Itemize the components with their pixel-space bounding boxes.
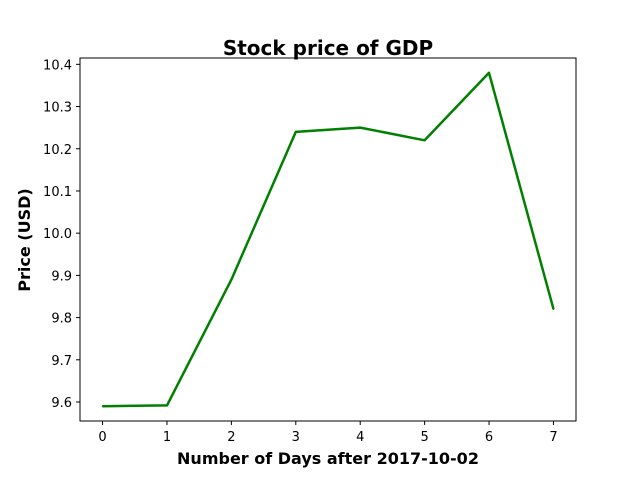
data-point [359,126,362,129]
y-axis: 9.6 9.7 9.8 9.9 10.0 10.1 10.2 10.3 10.4 [43,58,80,411]
data-point [488,71,490,74]
x-tick-label: 2 [227,430,235,445]
series-layer [101,71,555,408]
y-tick-label: 9.7 [51,354,72,369]
x-tick-label: 0 [98,430,106,445]
y-tick-label: 9.8 [51,312,72,327]
x-tick-label: 1 [163,430,171,445]
y-tick-label: 10.0 [43,227,72,242]
x-tick-label: 4 [356,430,364,445]
x-axis: 0 1 2 3 4 5 6 7 [98,421,558,445]
series-line [102,71,555,408]
data-point [166,404,168,407]
data-point [101,405,104,408]
y-tick-label: 10.2 [43,143,72,158]
x-tick-label: 5 [420,430,428,445]
plot-frame [79,57,577,422]
data-point [552,308,555,310]
x-axis-label: Number of Days after 2017-10-02 [177,449,479,468]
data-point [294,131,297,133]
data-point [423,139,426,142]
x-tick-label: 6 [485,430,493,445]
y-tick-label: 10.4 [43,58,72,73]
chart-title: Stock price of GDP [223,36,433,60]
y-tick-label: 9.9 [51,269,72,284]
y-tick-label: 10.1 [43,185,72,200]
y-tick-label: 9.6 [51,396,72,411]
data-point [230,278,233,281]
x-tick-label: 3 [292,430,300,445]
y-tick-label: 10.3 [43,101,72,116]
y-axis-label: Price (USD) [15,188,34,291]
x-tick-label: 7 [549,430,557,445]
